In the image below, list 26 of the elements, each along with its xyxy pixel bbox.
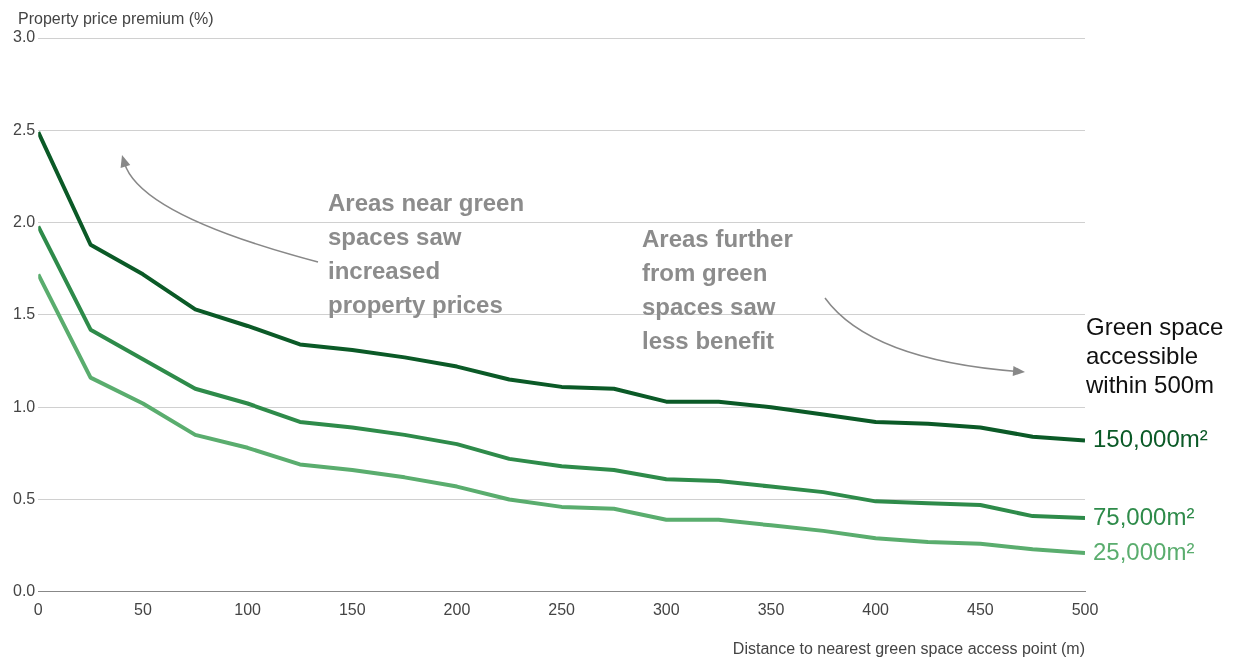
x-tick-label: 200 (443, 600, 471, 618)
x-tick-label: 350 (757, 600, 785, 618)
y-tick-label: 1.0 (12, 397, 36, 415)
x-tick-label: 50 (134, 600, 152, 618)
x-tick-label: 450 (966, 600, 994, 618)
y-tick-label: 2.5 (12, 120, 36, 138)
y-tick-label: 0.5 (12, 489, 36, 507)
x-tick-label: 500 (1071, 600, 1099, 618)
annotation: Areas further from green spaces saw less benefit (642, 224, 794, 356)
x-tick-label: 400 (862, 600, 890, 618)
y-tick-label: 2.0 (12, 213, 36, 231)
x-tick-label: 300 (652, 600, 680, 618)
y-tick-label: 3.0 (12, 28, 36, 46)
x-tick-label: 150 (338, 600, 366, 618)
annotation: Areas near green spaces saw increased property prices (328, 188, 526, 320)
x-tick-label: 250 (548, 600, 576, 618)
x-tick-label: 0 (33, 600, 43, 618)
y-tick-label: 0.0 (12, 582, 36, 600)
legend-title: Green space accessible within 500m (1086, 312, 1225, 399)
y-tick-label: 1.5 (12, 305, 36, 323)
x-axis-title: Distance to nearest green space access point (m) (732, 639, 1085, 658)
series-label: 75,000m² (1093, 502, 1195, 530)
series-label: 150,000m² (1093, 425, 1208, 453)
x-tick-label: 100 (234, 600, 262, 618)
y-axis-title: Property price premium (%) (18, 10, 214, 28)
series-label: 25,000m² (1093, 537, 1195, 565)
